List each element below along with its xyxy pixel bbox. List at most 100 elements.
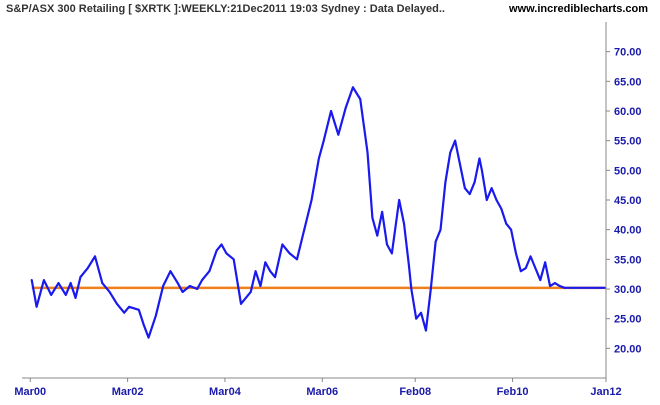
price-point bbox=[429, 288, 432, 290]
x-tick-label: Mar00 bbox=[14, 386, 46, 398]
price-point bbox=[322, 139, 325, 142]
price-point bbox=[137, 308, 140, 311]
y-tick-label: 50.00 bbox=[614, 165, 642, 177]
price-point bbox=[123, 311, 126, 314]
price-point bbox=[288, 252, 291, 255]
x-tick-label: Mar06 bbox=[306, 386, 338, 398]
price-point bbox=[79, 276, 82, 279]
x-axis-ticks: Mar00 Mar02 Mar04 Mar06 Feb08 Feb10 Jan12 bbox=[14, 378, 622, 398]
x-tick-label: Jan12 bbox=[590, 386, 621, 398]
price-series-line bbox=[30, 86, 606, 339]
y-tick-label: 20.00 bbox=[614, 343, 642, 355]
price-point bbox=[505, 222, 508, 225]
x-tick-label: Mar02 bbox=[112, 386, 144, 398]
price-point bbox=[232, 258, 235, 261]
price-point bbox=[539, 279, 542, 281]
price-point bbox=[264, 261, 267, 264]
axes bbox=[22, 22, 607, 379]
price-point bbox=[588, 286, 590, 289]
price-point bbox=[281, 243, 284, 246]
price-point bbox=[366, 151, 369, 154]
price-point bbox=[225, 252, 228, 255]
price-point bbox=[69, 282, 72, 284]
price-point bbox=[449, 151, 452, 154]
price-point bbox=[554, 282, 556, 284]
price-point bbox=[420, 311, 422, 314]
price-point bbox=[524, 267, 527, 270]
price-point bbox=[162, 285, 165, 287]
price-point bbox=[603, 286, 606, 289]
y-tick-label: 25.00 bbox=[614, 314, 642, 326]
price-point bbox=[274, 276, 276, 279]
price-point bbox=[558, 285, 561, 287]
price-point bbox=[30, 279, 33, 281]
price-point bbox=[201, 279, 203, 281]
price-point bbox=[583, 286, 585, 289]
price-point bbox=[578, 286, 581, 289]
price-point bbox=[390, 252, 393, 255]
price-point bbox=[359, 98, 362, 101]
y-tick-label: 40.00 bbox=[614, 225, 642, 237]
price-point bbox=[519, 270, 522, 273]
y-tick-label: 35.00 bbox=[614, 254, 642, 266]
price-point bbox=[269, 270, 272, 273]
price-point bbox=[549, 285, 551, 287]
price-point bbox=[101, 282, 104, 284]
price-point bbox=[108, 291, 111, 293]
price-point bbox=[398, 199, 401, 201]
price-point bbox=[310, 199, 313, 201]
chart-title: S&P/ASX 300 Retailing [ $XRTK ]:WEEKLY:2… bbox=[6, 3, 445, 15]
price-point bbox=[181, 291, 184, 293]
price-point bbox=[490, 187, 493, 190]
price-point bbox=[468, 193, 471, 195]
price-point bbox=[35, 305, 38, 308]
price-point bbox=[50, 294, 53, 296]
price-point bbox=[43, 279, 45, 281]
series-lines bbox=[30, 86, 606, 339]
price-point bbox=[64, 294, 67, 296]
price-point bbox=[454, 139, 457, 142]
price-point bbox=[154, 314, 157, 317]
price-point bbox=[381, 210, 384, 213]
price-point bbox=[425, 329, 427, 332]
y-axis-ticks: 20.00 25.00 30.00 35.00 40.00 45.00 50.00 55.00… bbox=[606, 47, 642, 355]
price-point bbox=[534, 267, 537, 270]
price-point bbox=[317, 157, 320, 160]
price-point bbox=[208, 270, 211, 273]
price-point bbox=[481, 169, 483, 172]
y-tick-label: 55.00 bbox=[614, 136, 642, 148]
x-tick-label: Feb08 bbox=[399, 386, 431, 398]
price-point bbox=[485, 199, 488, 201]
x-tick-label: Feb10 bbox=[497, 386, 529, 398]
price-point bbox=[220, 243, 223, 246]
price-point bbox=[147, 336, 150, 339]
price-point bbox=[371, 216, 374, 219]
price-point bbox=[444, 181, 447, 184]
price-point bbox=[330, 110, 332, 112]
price-point bbox=[568, 286, 571, 289]
y-tick-label: 65.00 bbox=[614, 76, 642, 88]
price-point bbox=[544, 261, 547, 264]
price-point bbox=[215, 249, 218, 252]
site-url[interactable]: www.incrediblecharts.com bbox=[509, 3, 648, 15]
price-point bbox=[600, 286, 603, 289]
price-point bbox=[563, 286, 566, 289]
price-point bbox=[415, 317, 418, 320]
price-point bbox=[86, 267, 89, 270]
price-point bbox=[463, 187, 466, 190]
price-point bbox=[478, 157, 481, 160]
x-tick-label: Mar04 bbox=[209, 386, 242, 398]
price-point bbox=[410, 288, 413, 290]
price-point bbox=[393, 234, 396, 237]
price-point bbox=[473, 181, 476, 184]
price-point bbox=[515, 252, 517, 255]
price-point bbox=[510, 228, 512, 231]
price-point bbox=[529, 255, 532, 258]
price-point bbox=[116, 302, 118, 305]
price-point bbox=[74, 297, 77, 299]
price-point bbox=[495, 199, 498, 201]
price-point bbox=[344, 107, 347, 109]
price-point bbox=[94, 255, 96, 258]
price-point bbox=[573, 286, 576, 289]
